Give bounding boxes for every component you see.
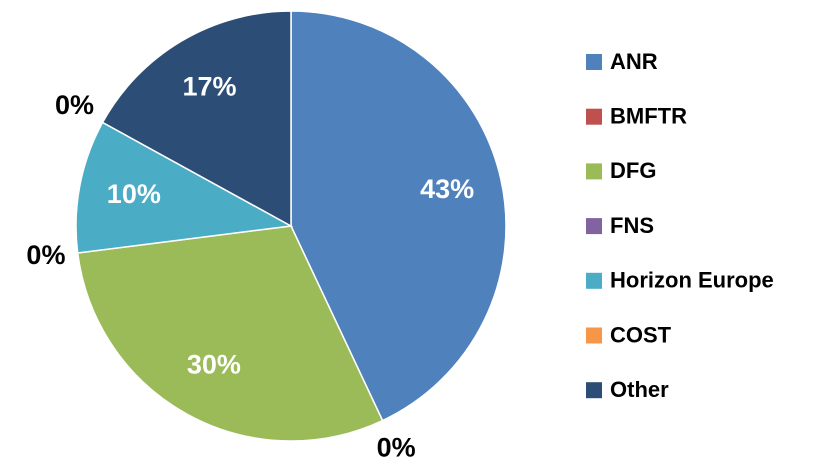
legend-label: FNS (610, 213, 654, 238)
legend-swatch (586, 54, 602, 70)
legend-swatch (586, 272, 602, 289)
pie-slice (101, 10, 292, 228)
pie-slice (290, 10, 507, 422)
legend-swatch (586, 382, 602, 399)
legend-label: ANR (610, 49, 658, 74)
pie-slice (75, 121, 294, 254)
slice-label: 0% (26, 240, 65, 270)
legend-label: COST (610, 322, 672, 347)
legend-label: DFG (610, 158, 656, 183)
legend-swatch (586, 218, 602, 235)
pie-slice (76, 225, 384, 442)
slice-label: 43% (420, 174, 474, 204)
legend-swatch (586, 163, 602, 180)
slice-label: 17% (183, 71, 237, 101)
legend-swatch (586, 327, 602, 344)
slice-label: 10% (107, 179, 161, 209)
slice-label: 30% (187, 349, 241, 379)
legend-label: BMFTR (610, 104, 687, 129)
legend-label: Other (610, 377, 669, 402)
legend-label: Horizon Europe (610, 268, 774, 293)
legend-swatch (586, 108, 602, 125)
slice-label: 0% (377, 433, 416, 463)
slice-label: 0% (55, 90, 94, 120)
